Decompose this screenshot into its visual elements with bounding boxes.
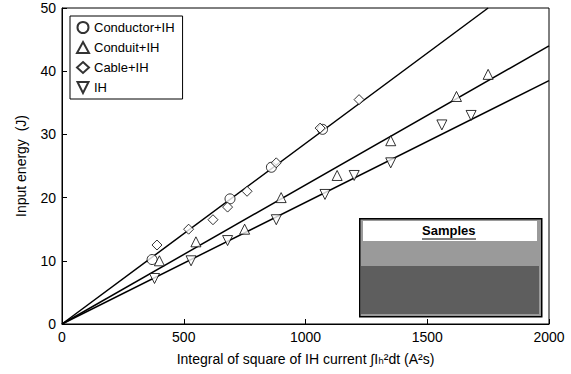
svg-text:0: 0 (58, 329, 66, 345)
svg-text:IH: IH (94, 80, 107, 95)
svg-text:10: 10 (40, 253, 56, 269)
svg-text:20: 20 (40, 190, 56, 206)
svg-text:Cable+IH: Cable+IH (94, 60, 149, 75)
svg-text:30: 30 (40, 126, 56, 142)
svg-text:40: 40 (40, 63, 56, 79)
svg-text:2000: 2000 (533, 329, 564, 345)
svg-text:500: 500 (172, 329, 196, 345)
svg-text:0: 0 (48, 316, 56, 332)
svg-text:Conductor+IH: Conductor+IH (94, 20, 175, 35)
svg-text:Input energy (J): Input energy (J) (13, 115, 29, 217)
svg-text:Samples: Samples (422, 223, 475, 238)
svg-text:Integral of square of IH curre: Integral of square of IH current ∫Iₕ²dt … (177, 351, 435, 367)
svg-text:Conduit+IH: Conduit+IH (94, 40, 159, 55)
svg-text:1000: 1000 (290, 329, 321, 345)
svg-text:1500: 1500 (412, 329, 443, 345)
svg-text:50: 50 (40, 0, 56, 16)
